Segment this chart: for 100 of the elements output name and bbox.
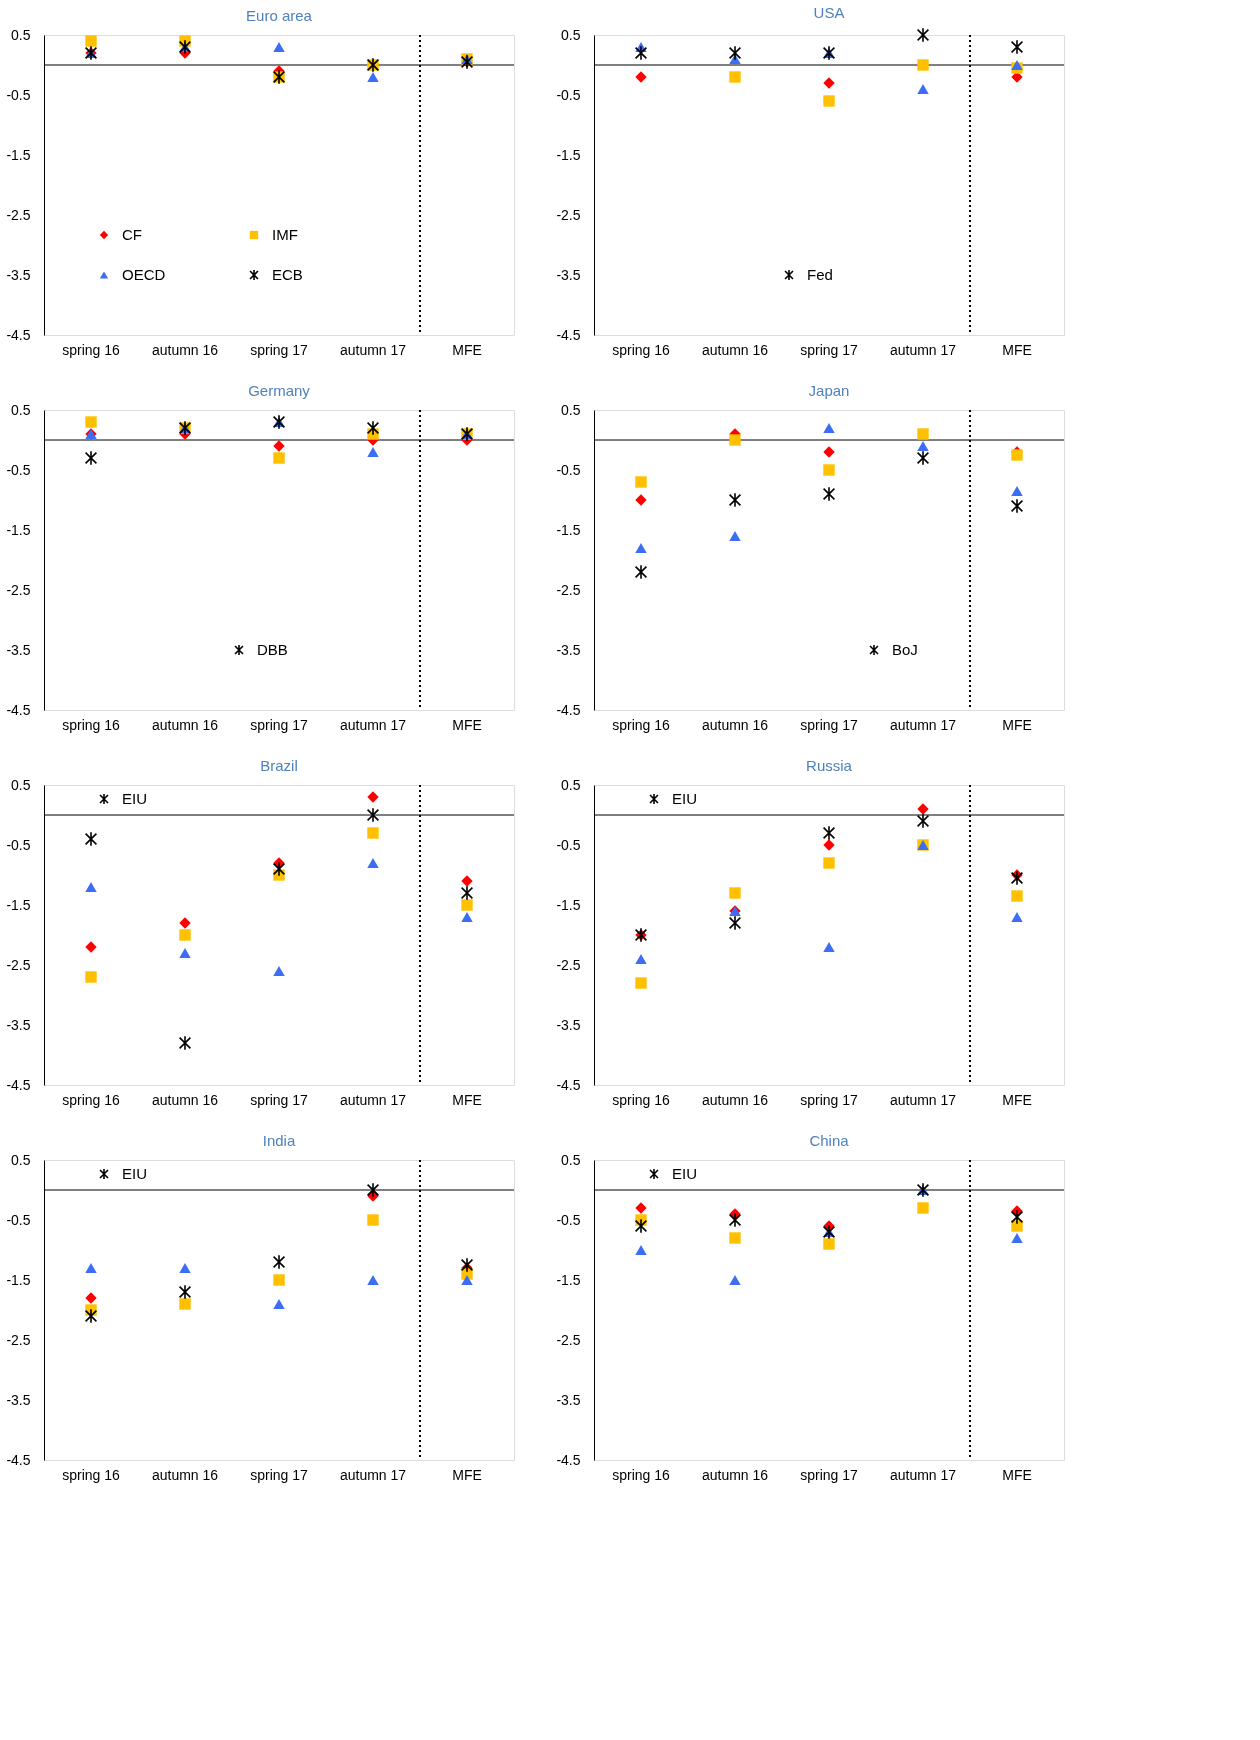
chart-title: Euro area bbox=[246, 7, 313, 24]
chart-title: Russia bbox=[806, 757, 853, 774]
y-tick-label: -2.5 bbox=[6, 581, 31, 598]
x-tick-label: autumn 16 bbox=[151, 1091, 219, 1108]
x-tick-label: spring 17 bbox=[800, 716, 859, 733]
x-tick-label: spring 17 bbox=[800, 341, 859, 358]
x-tick-label: MFE bbox=[1002, 341, 1032, 358]
x-tick-label: spring 16 bbox=[62, 1091, 121, 1108]
y-tick-label: -3.5 bbox=[6, 1016, 31, 1033]
y-tick-label: -3.5 bbox=[556, 641, 581, 658]
y-tick-label: -3.5 bbox=[6, 1391, 31, 1408]
chart-title: China bbox=[809, 1132, 850, 1149]
y-tick-label: -4.5 bbox=[6, 326, 31, 343]
x-tick-label: spring 17 bbox=[800, 1091, 859, 1108]
y-tick-label: -4.5 bbox=[556, 701, 581, 718]
x-tick-label: autumn 16 bbox=[151, 341, 219, 358]
x-tick-label: spring 17 bbox=[250, 716, 309, 733]
y-tick-label: -2.5 bbox=[556, 1331, 581, 1348]
y-tick-label: -0.5 bbox=[556, 1211, 581, 1228]
legend-label: EIU bbox=[672, 1165, 698, 1182]
y-tick-label: -1.5 bbox=[556, 896, 581, 913]
y-tick-label: 0.5 bbox=[11, 401, 31, 418]
y-tick-label: 0.5 bbox=[561, 401, 581, 418]
y-tick-label: -4.5 bbox=[6, 701, 31, 718]
chart-title: Brazil bbox=[260, 757, 298, 774]
y-tick-label: -4.5 bbox=[556, 326, 581, 343]
x-tick-label: autumn 16 bbox=[701, 1466, 769, 1483]
x-tick-label: MFE bbox=[452, 716, 482, 733]
y-tick-label: 0.5 bbox=[11, 776, 31, 793]
x-tick-label: spring 17 bbox=[800, 1466, 859, 1483]
x-tick-label: MFE bbox=[452, 1466, 482, 1483]
x-tick-label: spring 16 bbox=[62, 341, 121, 358]
y-tick-label: -2.5 bbox=[6, 206, 31, 223]
x-tick-label: MFE bbox=[1002, 716, 1032, 733]
x-tick-label: MFE bbox=[452, 341, 482, 358]
y-tick-label: -4.5 bbox=[556, 1451, 581, 1468]
y-tick-label: 0.5 bbox=[11, 26, 31, 43]
y-tick-label: -3.5 bbox=[6, 641, 31, 658]
legend-label: IMF bbox=[272, 226, 298, 243]
y-tick-label: -2.5 bbox=[556, 956, 581, 973]
y-tick-label: -2.5 bbox=[556, 581, 581, 598]
legend-label: EIU bbox=[672, 790, 698, 807]
y-tick-label: -1.5 bbox=[556, 1271, 581, 1288]
legend-label: CF bbox=[122, 226, 142, 243]
x-tick-label: MFE bbox=[452, 1091, 482, 1108]
y-tick-label: 0.5 bbox=[561, 776, 581, 793]
y-tick-label: -0.5 bbox=[556, 461, 581, 478]
chart-title: India bbox=[262, 1132, 296, 1149]
y-tick-label: -1.5 bbox=[556, 521, 581, 538]
y-tick-label: -0.5 bbox=[6, 86, 31, 103]
x-tick-label: MFE bbox=[1002, 1091, 1032, 1108]
y-tick-label: -3.5 bbox=[556, 1391, 581, 1408]
legend-label: BoJ bbox=[892, 641, 918, 658]
y-tick-label: -0.5 bbox=[6, 1211, 31, 1228]
y-tick-label: -0.5 bbox=[6, 836, 31, 853]
y-tick-label: -4.5 bbox=[6, 1076, 31, 1093]
y-tick-label: 0.5 bbox=[561, 26, 581, 43]
x-tick-label: spring 16 bbox=[62, 1466, 121, 1483]
x-tick-label: MFE bbox=[1002, 1466, 1032, 1483]
x-tick-label: spring 16 bbox=[612, 1466, 671, 1483]
y-tick-label: -0.5 bbox=[556, 86, 581, 103]
y-tick-label: -4.5 bbox=[556, 1076, 581, 1093]
legend-label: Fed bbox=[807, 266, 833, 283]
y-tick-label: 0.5 bbox=[11, 1151, 31, 1168]
y-tick-label: -1.5 bbox=[6, 521, 31, 538]
legend-label: EIU bbox=[122, 790, 148, 807]
x-tick-label: spring 17 bbox=[250, 1466, 309, 1483]
y-tick-label: 0.5 bbox=[561, 1151, 581, 1168]
x-tick-label: spring 16 bbox=[612, 716, 671, 733]
legend-label: DBB bbox=[257, 641, 288, 658]
x-tick-label: spring 16 bbox=[612, 1091, 671, 1108]
x-tick-label: spring 17 bbox=[250, 341, 309, 358]
y-tick-label: -0.5 bbox=[6, 461, 31, 478]
y-tick-label: -0.5 bbox=[556, 836, 581, 853]
x-tick-label: autumn 17 bbox=[889, 716, 957, 733]
x-tick-label: autumn 17 bbox=[339, 1091, 407, 1108]
x-tick-label: autumn 16 bbox=[701, 341, 769, 358]
y-tick-label: -3.5 bbox=[556, 1016, 581, 1033]
y-tick-label: -1.5 bbox=[556, 146, 581, 163]
x-tick-label: autumn 17 bbox=[339, 716, 407, 733]
y-tick-label: -3.5 bbox=[556, 266, 581, 283]
x-tick-label: autumn 17 bbox=[889, 1466, 957, 1483]
x-tick-label: spring 17 bbox=[250, 1091, 309, 1108]
x-tick-label: autumn 17 bbox=[889, 341, 957, 358]
x-tick-label: autumn 17 bbox=[339, 341, 407, 358]
x-tick-label: autumn 16 bbox=[151, 716, 219, 733]
y-tick-label: -1.5 bbox=[6, 896, 31, 913]
x-tick-label: spring 16 bbox=[612, 341, 671, 358]
y-tick-label: -3.5 bbox=[6, 266, 31, 283]
chart-title: Germany bbox=[248, 382, 311, 399]
y-tick-label: -2.5 bbox=[6, 1331, 31, 1348]
y-tick-label: -2.5 bbox=[6, 956, 31, 973]
legend-label: OECD bbox=[122, 266, 166, 283]
x-tick-label: autumn 16 bbox=[151, 1466, 219, 1483]
x-tick-label: autumn 16 bbox=[701, 716, 769, 733]
y-tick-label: -1.5 bbox=[6, 1271, 31, 1288]
chart-title: USA bbox=[813, 4, 845, 22]
x-tick-label: autumn 16 bbox=[701, 1091, 769, 1108]
legend-label: ECB bbox=[272, 266, 303, 283]
y-tick-label: -2.5 bbox=[556, 206, 581, 223]
